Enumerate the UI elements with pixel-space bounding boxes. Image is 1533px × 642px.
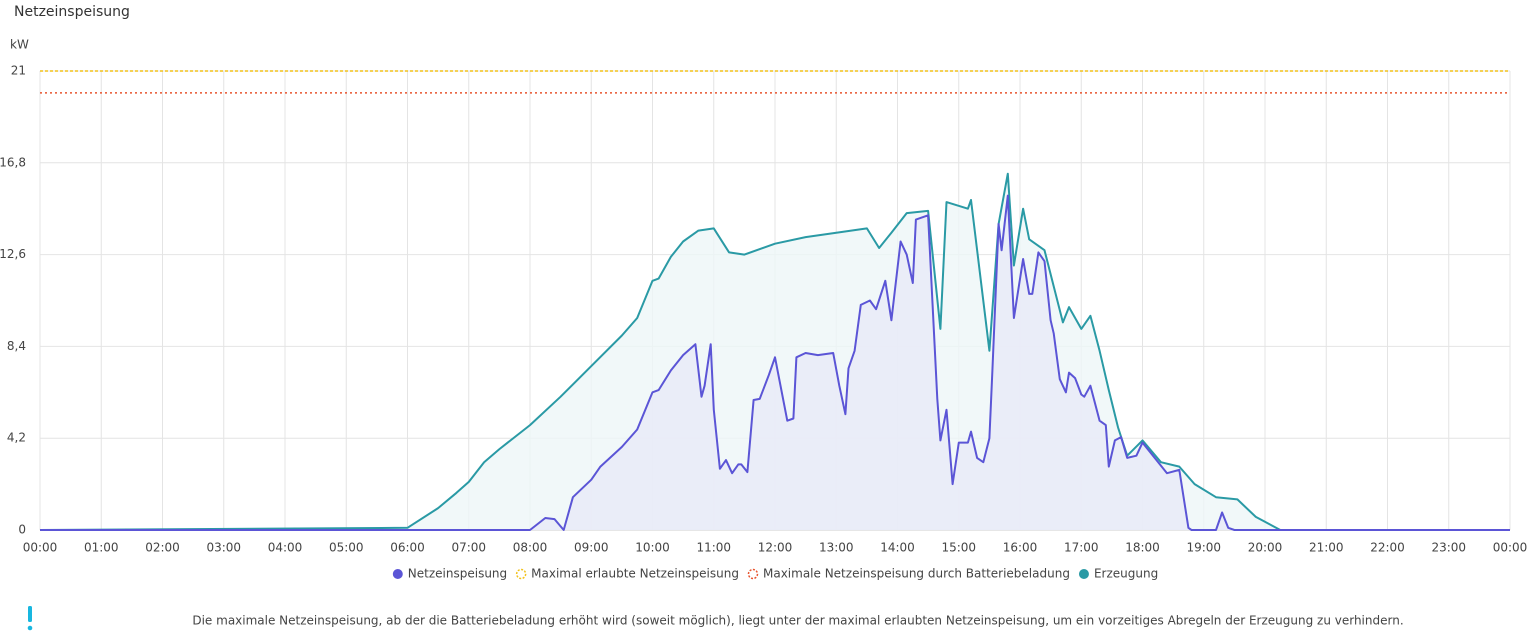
x-tick-label: 17:00 — [1064, 541, 1099, 555]
x-tick-label: 14:00 — [880, 541, 915, 555]
legend-item: Maximale Netzeinspeisung durch Batterieb… — [747, 567, 1070, 581]
legend-label: Maximal erlaubte Netzeinspeisung — [531, 567, 739, 581]
x-tick-label: 12:00 — [758, 541, 793, 555]
x-tick-label: 01:00 — [84, 541, 119, 555]
y-tick-label: 12,6 — [0, 247, 26, 261]
legend-marker — [515, 568, 527, 580]
y-tick-label: 16,8 — [0, 155, 26, 169]
x-tick-label: 10:00 — [635, 541, 670, 555]
y-tick-label: 8,4 — [7, 339, 26, 353]
legend-item: Maximal erlaubte Netzeinspeisung — [515, 567, 739, 581]
x-tick-label: 13:00 — [819, 541, 854, 555]
legend: Netzeinspeisung Maximal erlaubte Netzeins… — [392, 567, 1158, 581]
lines — [39, 70, 1510, 531]
x-tick-label: 02:00 — [145, 541, 180, 555]
legend-marker — [1078, 569, 1089, 579]
x-tick-label: 00:00 — [1493, 541, 1528, 555]
area — [40, 195, 1510, 530]
x-tick-label: 19:00 — [1186, 541, 1221, 555]
y-tick-label: 4,2 — [7, 431, 26, 445]
x-tick-label: 05:00 — [329, 541, 364, 555]
info-icon — [27, 606, 33, 631]
legend-marker — [392, 569, 403, 579]
x-tick-label: 23:00 — [1431, 541, 1466, 555]
x-tick-label: 00:00 — [23, 541, 58, 555]
x-tick-label: 07:00 — [451, 541, 486, 555]
y-axis-label: kW — [10, 38, 29, 52]
x-tick-label: 04:00 — [268, 541, 303, 555]
x-tick-label: 15:00 — [941, 541, 976, 555]
legend-label: Netzeinspeisung — [408, 567, 507, 581]
x-tick-label: 21:00 — [1309, 541, 1344, 555]
x-tick-label: 20:00 — [1248, 541, 1283, 555]
y-tick-label: 0 — [18, 523, 26, 537]
x-tick-label: 06:00 — [390, 541, 425, 555]
x-tick-label: 08:00 — [513, 541, 548, 555]
note: Die maximale Netzeinspeisung, ab der die… — [192, 614, 1403, 628]
x-tick-label: 18:00 — [1125, 541, 1160, 555]
line — [40, 194, 1510, 531]
chart-title: Netzeinspeisung — [14, 4, 130, 20]
x-tick-label: 22:00 — [1370, 541, 1405, 555]
legend-item: Netzeinspeisung — [392, 567, 507, 581]
x-tick-label: 16:00 — [1003, 541, 1038, 555]
x-tick-label: 11:00 — [696, 541, 731, 555]
legend-label: Erzeugung — [1094, 567, 1158, 581]
legend-marker — [747, 568, 759, 580]
legend-label: Maximale Netzeinspeisung durch Batterieb… — [763, 567, 1070, 581]
legend-item: Erzeugung — [1078, 567, 1158, 581]
x-tick-label: 09:00 — [574, 541, 609, 555]
x-tick-label: 03:00 — [206, 541, 241, 555]
y-tick-label: 21 — [11, 64, 26, 78]
